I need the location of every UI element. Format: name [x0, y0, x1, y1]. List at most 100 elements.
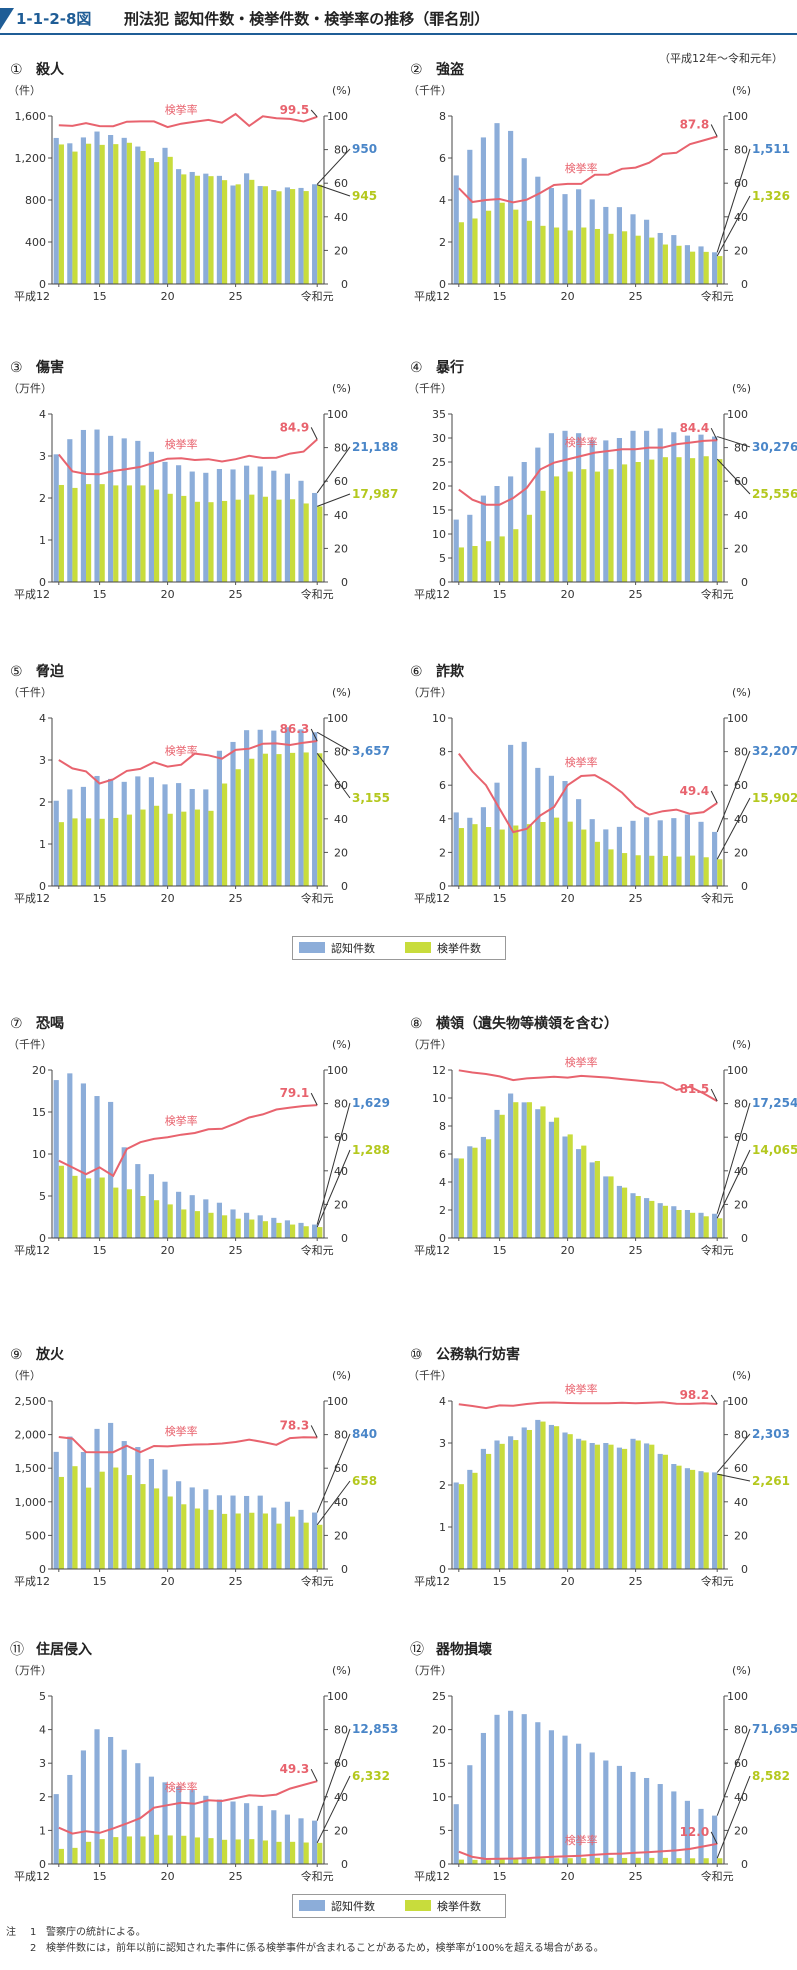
- bar-cleared: [290, 752, 296, 886]
- bar-cleared: [167, 156, 173, 284]
- last-cleared-value: 25,556: [752, 487, 797, 501]
- last-cleared-value: 8,582: [752, 1769, 790, 1783]
- x-tick-label: 平成12: [14, 290, 50, 303]
- bar-recognized: [576, 433, 582, 582]
- bar-cleared: [222, 500, 228, 582]
- bar-recognized: [562, 781, 568, 886]
- bar-recognized: [162, 147, 168, 284]
- last-recognized-pointer: [316, 731, 351, 752]
- bar-cleared: [113, 1187, 119, 1238]
- bar-recognized: [216, 750, 222, 886]
- bar-recognized: [535, 767, 541, 886]
- bar-recognized: [284, 473, 290, 582]
- rate-tick-label: 80: [734, 746, 748, 759]
- rate-tick-label: 0: [741, 278, 748, 291]
- bar-cleared: [608, 233, 614, 284]
- bar-recognized: [698, 1808, 704, 1864]
- bar-cleared: [181, 811, 187, 886]
- bar-cleared: [622, 1857, 628, 1864]
- bar-cleared: [622, 1448, 628, 1569]
- bar-cleared: [458, 1484, 464, 1569]
- rate-line: [58, 740, 318, 785]
- rate-axis-unit: (%): [732, 1664, 751, 1677]
- bar-recognized: [162, 1782, 168, 1864]
- x-tick-label: 令和元: [701, 1574, 734, 1588]
- bar-recognized: [230, 1209, 236, 1238]
- bar-recognized: [684, 1468, 690, 1569]
- x-tick-label: 令和元: [301, 891, 334, 905]
- bar-recognized: [135, 1164, 141, 1238]
- x-tick-label: 20: [561, 1870, 575, 1883]
- bar-recognized: [108, 1422, 114, 1569]
- last-rate-value: 81.5: [680, 1082, 710, 1096]
- bar-cleared: [554, 817, 560, 886]
- bar-cleared: [486, 1453, 492, 1569]
- bar-recognized: [589, 1443, 595, 1569]
- bar-recognized: [562, 1735, 568, 1864]
- y-axis-unit: （万件）: [408, 686, 452, 699]
- bar-recognized: [284, 1501, 290, 1569]
- rate-axis-unit: (%): [732, 1038, 751, 1051]
- bar-cleared: [540, 1421, 546, 1569]
- x-tick-label: 平成12: [414, 1870, 450, 1883]
- x-tick-label: 25: [229, 290, 243, 303]
- bar-cleared: [72, 1847, 78, 1864]
- bar-recognized: [203, 1489, 209, 1569]
- bar-recognized: [467, 149, 473, 284]
- last-rate-pointer: [310, 1092, 318, 1106]
- bar-recognized: [657, 232, 663, 284]
- bar-cleared: [635, 462, 641, 582]
- x-tick-label: 20: [161, 892, 175, 905]
- rate-tick-label: 80: [734, 1098, 748, 1111]
- bar-cleared: [594, 471, 600, 582]
- bar-recognized: [684, 1800, 690, 1864]
- bar-recognized: [230, 741, 236, 886]
- bar-recognized: [148, 1174, 154, 1238]
- y-tick-label: 1,600: [15, 110, 47, 123]
- bar-cleared: [676, 1210, 682, 1238]
- bar-cleared: [154, 1200, 160, 1238]
- bar-recognized: [244, 1803, 250, 1864]
- bar-recognized: [684, 1210, 690, 1238]
- bar-cleared: [458, 222, 464, 284]
- rate-tick-label: 60: [734, 475, 748, 488]
- rate-axis-unit: (%): [332, 1038, 351, 1051]
- rate-tick-label: 0: [341, 880, 348, 893]
- rate-line: [458, 752, 718, 834]
- last-rate-pointer: [310, 1425, 318, 1438]
- bar-cleared: [662, 244, 668, 284]
- bar-cleared: [526, 1429, 532, 1569]
- bar-recognized: [162, 1181, 168, 1238]
- bar-recognized: [576, 1149, 582, 1238]
- y-axis-unit: （千件）: [408, 84, 452, 97]
- legend-recognized-swatch: [299, 1900, 325, 1911]
- bar-recognized: [521, 1102, 527, 1238]
- bar-recognized: [480, 807, 486, 886]
- y-tick-label: 20: [432, 1724, 446, 1737]
- bar-recognized: [121, 1147, 127, 1238]
- bar-cleared: [649, 1200, 655, 1238]
- y-tick-label: 25: [432, 456, 446, 469]
- x-tick-label: 25: [229, 588, 243, 601]
- bar-cleared: [649, 1444, 655, 1569]
- bar-cleared: [567, 821, 573, 886]
- rate-tick-label: 20: [334, 542, 348, 555]
- bar-recognized: [589, 1162, 595, 1238]
- y-tick-label: 4: [39, 1724, 46, 1737]
- panel-number: ⑩: [410, 1347, 423, 1363]
- bar-cleared: [181, 1835, 187, 1864]
- bar-cleared: [472, 1472, 478, 1569]
- bar-recognized: [135, 146, 141, 284]
- figure-code: 1-1-2-8図: [16, 10, 92, 28]
- bar-cleared: [526, 220, 532, 284]
- bar-cleared: [513, 825, 519, 886]
- bar-cleared: [303, 503, 309, 582]
- bar-cleared: [58, 822, 64, 886]
- bar-cleared: [472, 1859, 478, 1864]
- rate-axis-unit: (%): [332, 1369, 351, 1382]
- bar-recognized: [684, 814, 690, 886]
- x-tick-label: 15: [493, 1244, 507, 1257]
- last-cleared-value: 6,332: [352, 1769, 390, 1783]
- y-tick-label: 6: [439, 152, 446, 165]
